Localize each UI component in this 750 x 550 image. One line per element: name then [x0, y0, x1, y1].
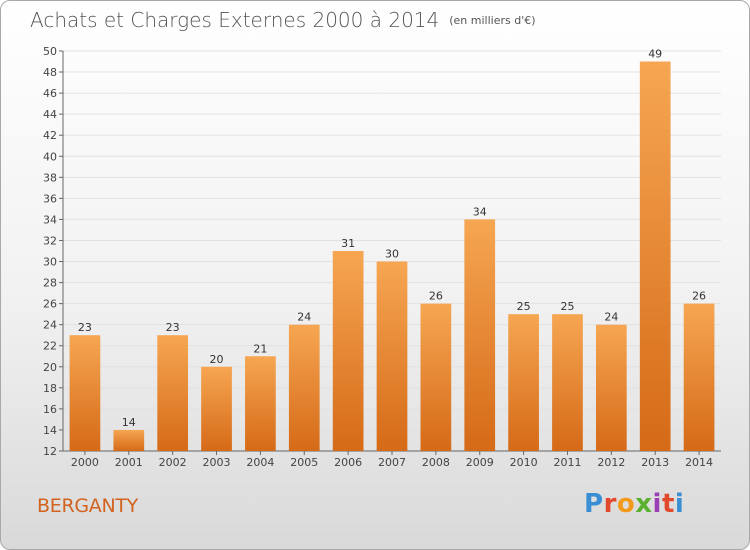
value-label: 23 [78, 321, 92, 334]
x-tick-label: 2002 [159, 456, 187, 469]
bar [639, 61, 671, 452]
commune-name: BERGANTY [37, 495, 138, 517]
bar [464, 219, 496, 451]
bar [201, 366, 232, 451]
x-tick-label: 2013 [641, 456, 669, 469]
y-tick-label: 38 [43, 171, 57, 184]
bar [245, 356, 276, 451]
x-tick-label: 2012 [597, 456, 625, 469]
value-label: 24 [604, 311, 618, 324]
title-main: Achats et Charges Externes 2000 à 2014 [30, 8, 440, 32]
y-tick-label: 34 [43, 213, 57, 226]
bar [376, 261, 408, 451]
y-tick-label: 20 [43, 361, 57, 374]
y-tick-label: 14 [43, 424, 57, 437]
bar [420, 303, 452, 451]
bar [595, 324, 627, 451]
x-tick-label: 2004 [246, 456, 274, 469]
bar [332, 251, 364, 451]
x-tick-label: 2008 [422, 456, 450, 469]
y-tick-label: 24 [43, 319, 57, 332]
y-tick-label: 40 [43, 150, 57, 163]
x-tick-label: 2000 [71, 456, 99, 469]
y-tick-label: 22 [43, 340, 57, 353]
value-label: 21 [253, 342, 267, 355]
value-label: 49 [648, 48, 662, 61]
value-label: 25 [560, 300, 574, 313]
y-tick-label: 46 [43, 87, 57, 100]
bar [552, 314, 583, 451]
y-tick-label: 18 [43, 382, 57, 395]
x-tick-label: 2014 [685, 456, 713, 469]
value-label: 20 [210, 353, 224, 366]
x-tick-label: 2009 [466, 456, 494, 469]
y-tick-label: 16 [43, 403, 57, 416]
value-label: 34 [473, 205, 487, 218]
bars [69, 61, 715, 452]
chart-title: Achats et Charges Externes 2000 à 2014 (e… [30, 8, 536, 32]
x-tick-label: 2003 [203, 456, 231, 469]
y-tick-label: 12 [43, 445, 57, 458]
bar [69, 335, 101, 451]
y-tick-label: 44 [43, 108, 57, 121]
proxiti-logo[interactable]: Proxiti [584, 489, 685, 519]
bar [508, 314, 539, 451]
x-tick-label: 2006 [334, 456, 362, 469]
value-label: 30 [385, 248, 399, 261]
value-label: 24 [297, 311, 311, 324]
x-tick-label: 2005 [290, 456, 318, 469]
value-label: 23 [166, 321, 180, 334]
y-tick-label: 30 [43, 256, 57, 269]
y-tick-label: 50 [43, 45, 57, 58]
value-label: 26 [429, 290, 443, 303]
y-tick-label: 32 [43, 234, 57, 247]
x-tick-label: 2007 [378, 456, 406, 469]
y-tick-label: 48 [43, 66, 57, 79]
value-label: 26 [692, 290, 706, 303]
bar [288, 324, 320, 451]
x-tick-label: 2001 [115, 456, 143, 469]
value-label: 31 [341, 237, 355, 250]
y-tick-label: 36 [43, 192, 57, 205]
x-tick-label: 2010 [510, 456, 538, 469]
labels: 23 2000 14 2001 23 2002 20 2003 21 2004 24 2005 31 20… [71, 48, 713, 469]
value-label: 14 [122, 416, 136, 429]
title-unit: (en milliers d'€) [449, 14, 536, 27]
x-tick-label: 2011 [553, 456, 581, 469]
y-tick-label: 26 [43, 298, 57, 311]
bar [113, 429, 145, 451]
y-tick-label: 28 [43, 277, 57, 290]
bar [157, 335, 189, 451]
y-tick-label: 42 [43, 129, 57, 142]
bar [683, 303, 715, 451]
value-label: 25 [517, 300, 531, 313]
